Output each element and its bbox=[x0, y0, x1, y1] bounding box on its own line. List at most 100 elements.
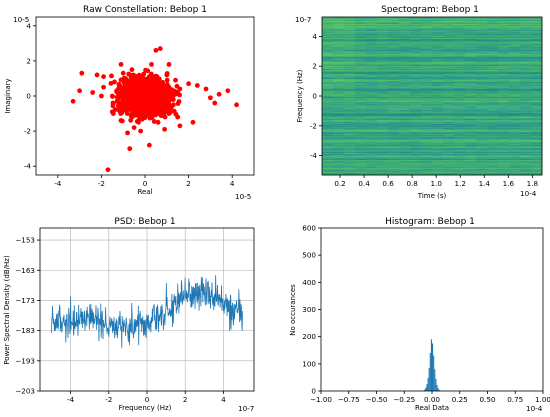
spectrogram-cell bbox=[421, 57, 433, 59]
spectrogram-cell bbox=[399, 153, 411, 155]
spectrogram-cell bbox=[454, 27, 466, 29]
spectrogram-cell bbox=[344, 156, 356, 158]
spectrogram-cell bbox=[476, 29, 488, 31]
spectrogram-cell bbox=[399, 110, 411, 113]
spectrogram-cell bbox=[377, 71, 389, 73]
spectrogram-cell bbox=[366, 46, 378, 49]
spectrogram-cell bbox=[366, 89, 378, 92]
spectrogram-cell bbox=[476, 163, 488, 165]
spectrogram-cell bbox=[432, 125, 444, 128]
spectrogram-cell bbox=[388, 45, 400, 48]
spectrogram-cell bbox=[410, 117, 422, 120]
spectrogram-cell bbox=[454, 124, 466, 127]
spectrogram-cell bbox=[487, 95, 499, 97]
spectrogram-cell bbox=[476, 91, 488, 93]
spectrogram-cell bbox=[322, 150, 334, 152]
spectrogram-cell bbox=[421, 47, 433, 49]
spectrogram-cell bbox=[509, 53, 521, 56]
spectrogram-cell bbox=[520, 89, 532, 92]
spectrogram-cell bbox=[377, 113, 389, 115]
spectrogram-cell bbox=[443, 88, 455, 90]
spectrogram-cell bbox=[531, 92, 543, 94]
spectrogram-cell bbox=[531, 105, 543, 107]
spectrogram-cell bbox=[377, 81, 389, 83]
spectrogram-cell bbox=[432, 109, 444, 111]
spectrogram-cell bbox=[333, 117, 345, 120]
spectrogram-cell bbox=[344, 166, 356, 168]
spectrogram-cell bbox=[454, 22, 466, 24]
spectrogram-cell bbox=[487, 151, 499, 153]
spectrogram-cell bbox=[520, 30, 532, 32]
spectrogram-cell bbox=[366, 148, 378, 150]
spectrogram-cell bbox=[366, 133, 378, 135]
spectrogram-cell bbox=[454, 38, 466, 41]
spectrogram-cell bbox=[322, 139, 334, 141]
spectrogram-cell bbox=[377, 130, 389, 132]
spectrogram-cell bbox=[487, 89, 499, 92]
spectrogram-cell bbox=[432, 111, 444, 113]
spectrogram-cell bbox=[366, 42, 378, 44]
spectrogram-cell bbox=[454, 58, 466, 60]
spectrogram-cell bbox=[388, 148, 400, 150]
spectrogram-cell bbox=[520, 60, 532, 62]
spectrogram-cell bbox=[355, 88, 367, 90]
spectrogram-cell bbox=[399, 144, 411, 146]
spectrogram-cell bbox=[399, 115, 411, 117]
spectrogram-cell bbox=[465, 109, 477, 111]
spectrogram-cell bbox=[520, 29, 532, 31]
spectrogram-cell bbox=[498, 62, 510, 64]
spectrogram-cell bbox=[476, 61, 488, 63]
spectrogram-cell bbox=[443, 89, 455, 92]
spectrogram-cell bbox=[432, 98, 444, 100]
spectrogram-cell bbox=[388, 165, 400, 167]
spectrogram-cell bbox=[498, 131, 510, 134]
spectrogram-cell bbox=[333, 101, 345, 103]
constellation-point bbox=[110, 103, 116, 109]
spectrogram-cell bbox=[322, 139, 334, 142]
spectrogram-cell bbox=[531, 52, 543, 55]
spectrogram-cell bbox=[333, 52, 345, 54]
spectrogram-cell bbox=[509, 66, 521, 68]
spectrogram-cell bbox=[443, 133, 455, 135]
spectrogram-cell bbox=[344, 146, 356, 149]
spectrogram-cell bbox=[322, 71, 334, 73]
spectrogram-cell bbox=[344, 42, 356, 44]
spectrogram-cell bbox=[322, 158, 334, 160]
spectrogram-cell bbox=[410, 104, 422, 106]
spectrogram-cell bbox=[377, 162, 389, 164]
spectrogram-cell bbox=[322, 149, 334, 151]
spectrogram-cell bbox=[388, 169, 400, 171]
spectrogram-cell bbox=[388, 119, 400, 121]
spectrogram-cell bbox=[498, 76, 510, 78]
spectrogram-cell bbox=[344, 91, 356, 93]
spectrogram-cell bbox=[487, 31, 499, 33]
spectrogram-cell bbox=[454, 32, 466, 34]
spectrogram-cell bbox=[388, 146, 400, 148]
spectrogram-cell bbox=[399, 152, 411, 154]
spectrogram-cell bbox=[377, 85, 389, 87]
spectrogram-cell bbox=[476, 98, 488, 100]
spectrogram-cell bbox=[465, 72, 477, 74]
spectrogram-cell bbox=[454, 113, 466, 115]
spectrogram-cell bbox=[366, 118, 378, 120]
spectrogram-cell bbox=[355, 45, 367, 48]
spectrogram-cell bbox=[498, 64, 510, 66]
spectrogram-cell bbox=[355, 95, 367, 97]
spectrogram-cell bbox=[520, 170, 532, 172]
spectrogram-cell bbox=[531, 70, 543, 72]
spectrogram-cell bbox=[432, 107, 444, 109]
spectrogram-cell bbox=[355, 166, 367, 168]
spectrogram-cell bbox=[531, 169, 543, 171]
spectrogram-cell bbox=[377, 146, 389, 149]
spectrogram-cell bbox=[421, 110, 433, 113]
spectrogram-cell bbox=[531, 71, 543, 73]
spectrogram-cell bbox=[410, 131, 422, 133]
spectrogram-cell bbox=[531, 89, 543, 92]
spectrogram-cell bbox=[366, 166, 378, 168]
constellation-point bbox=[138, 128, 144, 134]
spectrogram-cell bbox=[377, 117, 389, 119]
spectrogram-cell bbox=[509, 87, 521, 89]
spectrogram-cell bbox=[410, 161, 422, 164]
spectrogram-cell bbox=[366, 165, 378, 167]
spectrogram-cell bbox=[476, 58, 488, 60]
